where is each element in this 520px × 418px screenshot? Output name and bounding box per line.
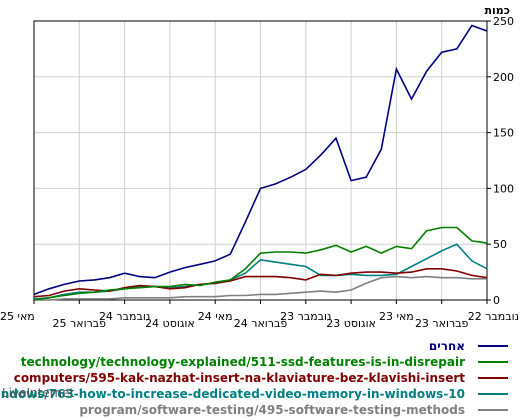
legend-item: technology/technology-explained/511-ssd-… bbox=[0, 354, 520, 370]
y-tick-label: 0 bbox=[493, 294, 500, 307]
y-tick-label: 250 bbox=[493, 15, 514, 28]
y-tick-label: 100 bbox=[493, 182, 514, 195]
x-tick-label: נובמבר 23 bbox=[280, 310, 331, 323]
legend-label: technology/technology-explained/511-ssd-… bbox=[20, 355, 465, 369]
legend-label: s/windows/763-how-to-increase-dedicated-… bbox=[0, 387, 465, 401]
legend-swatch bbox=[478, 409, 508, 411]
x-tick-label: מאי 23 bbox=[379, 310, 414, 323]
series-line bbox=[33, 267, 488, 298]
legend-label: program/software-testing/495-software-te… bbox=[79, 403, 465, 417]
x-tick-label: נובמבר 24 bbox=[99, 310, 150, 323]
x-tick-label: מאי 24 bbox=[198, 310, 233, 323]
x-tick-label: אוגוסט 23 bbox=[326, 317, 376, 330]
y-tick-label: 200 bbox=[493, 71, 514, 84]
x-tick-label: פברואר 24 bbox=[234, 317, 288, 330]
series-line bbox=[34, 275, 487, 301]
y-axis-label: כמות bbox=[485, 4, 510, 17]
legend-swatch bbox=[478, 377, 508, 379]
y-tick-label: 150 bbox=[493, 127, 514, 140]
legend-item: s/windows/763-how-to-increase-dedicated-… bbox=[0, 386, 520, 402]
series-line bbox=[33, 226, 488, 301]
legend-swatch bbox=[478, 361, 508, 363]
series-lines bbox=[33, 24, 488, 301]
legend-item: אחרים bbox=[0, 338, 520, 354]
grid bbox=[34, 21, 487, 300]
x-tick-label: פברואר 23 bbox=[415, 317, 469, 330]
series-line bbox=[33, 24, 488, 296]
legend-item: computers/595-kak-nazhat-insert-na-klavi… bbox=[0, 370, 520, 386]
x-tick-label: אוגוסט 24 bbox=[145, 317, 195, 330]
brand-label: LiveInternet bbox=[2, 386, 75, 400]
legend-item: program/software-testing/495-software-te… bbox=[0, 402, 520, 418]
legend-swatch bbox=[478, 345, 508, 347]
x-tick-label: פברואר 25 bbox=[53, 317, 107, 330]
x-tick-label: מאי 25 bbox=[0, 310, 35, 323]
legend-label: computers/595-kak-nazhat-insert-na-klavi… bbox=[13, 371, 465, 385]
x-tick-label: נובמבר 22 bbox=[468, 310, 519, 323]
legend-swatch bbox=[478, 393, 508, 395]
y-axis-ticks: 0 50 100 150 200 250 bbox=[487, 15, 514, 307]
legend-label: אחרים bbox=[428, 339, 465, 353]
y-tick-label: 50 bbox=[493, 238, 507, 251]
